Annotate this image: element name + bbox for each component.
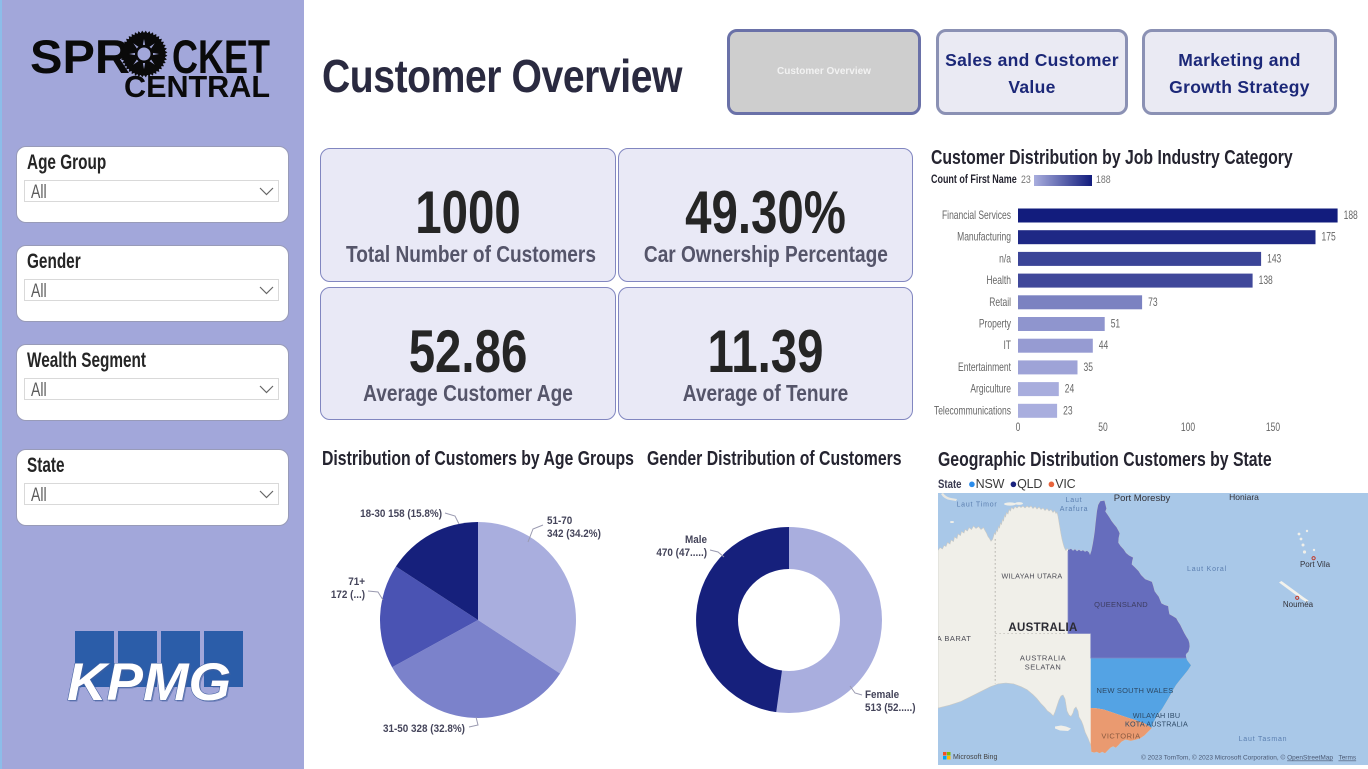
svg-text:513 (52.....): 513 (52.....) — [865, 703, 916, 715]
svg-text:WILAYAH IBU: WILAYAH IBU — [1133, 711, 1180, 720]
svg-text:WILAYAH UTARA: WILAYAH UTARA — [1001, 572, 1062, 581]
svg-text:AUSTRALIA: AUSTRALIA — [1008, 622, 1077, 634]
svg-text:143: 143 — [1267, 253, 1282, 266]
svg-text:Female: Female — [865, 690, 899, 702]
svg-text:Male: Male — [685, 535, 707, 547]
svg-text:Retail: Retail — [989, 297, 1011, 310]
svg-text:71+: 71+ — [348, 577, 365, 589]
svg-text:100: 100 — [1181, 422, 1196, 435]
svg-text:Telecommunications: Telecommunications — [934, 405, 1011, 418]
svg-text:IT: IT — [1003, 340, 1011, 353]
svg-text:150: 150 — [1266, 422, 1281, 435]
svg-text:Nouméa: Nouméa — [1283, 600, 1314, 609]
svg-text:172 (...): 172 (...) — [331, 590, 365, 602]
svg-text:51-70: 51-70 — [547, 516, 572, 528]
svg-text:0: 0 — [1016, 422, 1021, 435]
svg-text:Argiculture: Argiculture — [970, 384, 1011, 397]
svg-text:Health: Health — [986, 275, 1011, 288]
svg-text:Laut Koral: Laut Koral — [1187, 566, 1227, 573]
svg-text:Laut: Laut — [1066, 497, 1083, 504]
svg-text:VICTORIA: VICTORIA — [1101, 732, 1140, 741]
svg-text:23: 23 — [1063, 405, 1073, 418]
svg-text:342 (34.2%): 342 (34.2%) — [547, 529, 601, 541]
svg-text:AUSTRALIA: AUSTRALIA — [1020, 654, 1066, 663]
svg-text:138: 138 — [1259, 275, 1274, 288]
svg-text:Laut Tasman: Laut Tasman — [1239, 736, 1288, 743]
svg-text:KPMG: KPMG — [67, 653, 231, 712]
svg-text:Entertainment: Entertainment — [958, 362, 1011, 375]
svg-text:n/a: n/a — [999, 253, 1011, 266]
svg-text:31-50 328 (32.8%): 31-50 328 (32.8%) — [383, 724, 465, 736]
svg-text:A BARAT: A BARAT — [938, 634, 971, 643]
svg-text:Port Moresby: Port Moresby — [1114, 493, 1171, 504]
svg-text:Laut Timor: Laut Timor — [956, 502, 997, 509]
svg-text:NEW SOUTH WALES: NEW SOUTH WALES — [1097, 686, 1174, 695]
svg-text:Port Vila: Port Vila — [1300, 560, 1331, 569]
svg-text:175: 175 — [1322, 232, 1337, 245]
svg-text:35: 35 — [1084, 362, 1094, 375]
svg-text:Honiara: Honiara — [1229, 493, 1259, 502]
svg-text:Manufacturing: Manufacturing — [957, 232, 1011, 245]
svg-text:Financial Services: Financial Services — [942, 210, 1011, 223]
svg-text:Microsoft Bing: Microsoft Bing — [953, 754, 997, 761]
svg-text:50: 50 — [1098, 422, 1108, 435]
svg-text:18-30 158 (15.8%): 18-30 158 (15.8%) — [360, 509, 442, 521]
svg-text:51: 51 — [1111, 318, 1121, 331]
svg-text:Property: Property — [979, 318, 1012, 331]
svg-text:470 (47.....): 470 (47.....) — [656, 548, 707, 560]
svg-text:SELATAN: SELATAN — [1025, 663, 1062, 672]
svg-text:Arafura: Arafura — [1060, 506, 1089, 513]
svg-text:24: 24 — [1065, 384, 1075, 397]
svg-text:KPMG: KPMG — [69, 655, 233, 714]
svg-text:KOTA AUSTRALIA: KOTA AUSTRALIA — [1125, 720, 1188, 729]
svg-text:© 2023 TomTom, © 2023 Microsof: © 2023 TomTom, © 2023 Microsoft Corporat… — [1141, 754, 1357, 762]
svg-text:SPR: SPR — [30, 30, 130, 83]
svg-text:188: 188 — [1344, 210, 1359, 223]
svg-text:CKET: CKET — [172, 30, 270, 83]
svg-text:QUEENSLAND: QUEENSLAND — [1094, 600, 1148, 609]
svg-text:44: 44 — [1099, 340, 1109, 353]
svg-text:73: 73 — [1148, 297, 1158, 310]
